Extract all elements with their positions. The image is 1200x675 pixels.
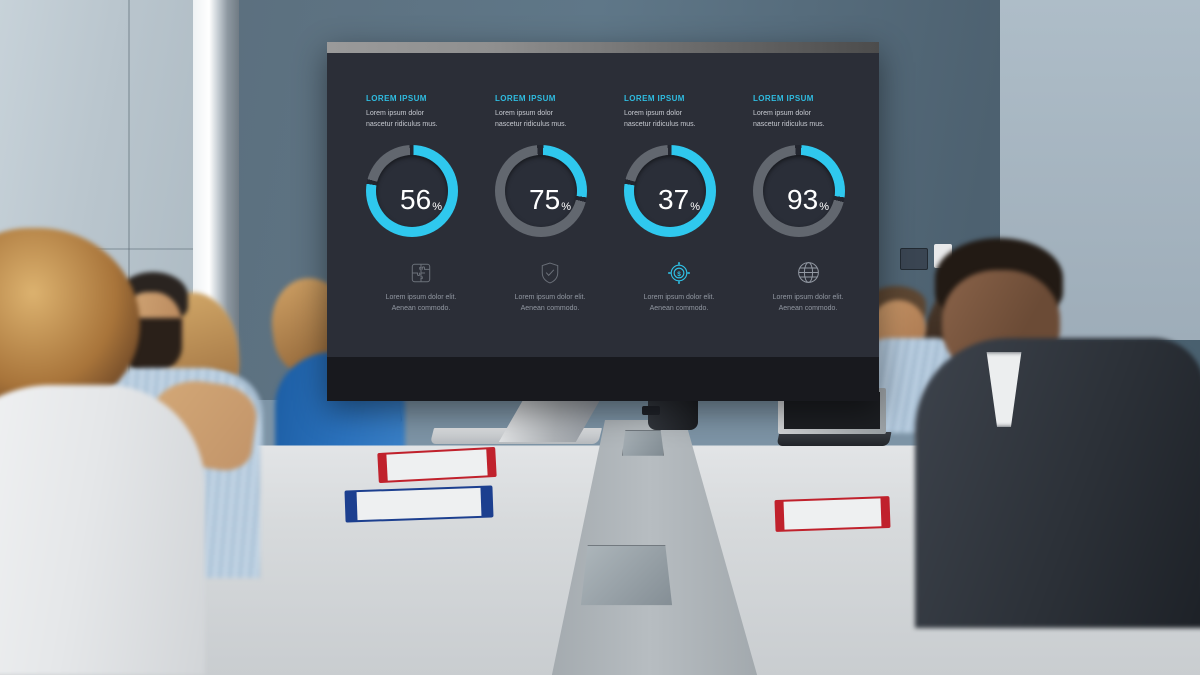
svg-text:$: $ xyxy=(677,271,681,278)
